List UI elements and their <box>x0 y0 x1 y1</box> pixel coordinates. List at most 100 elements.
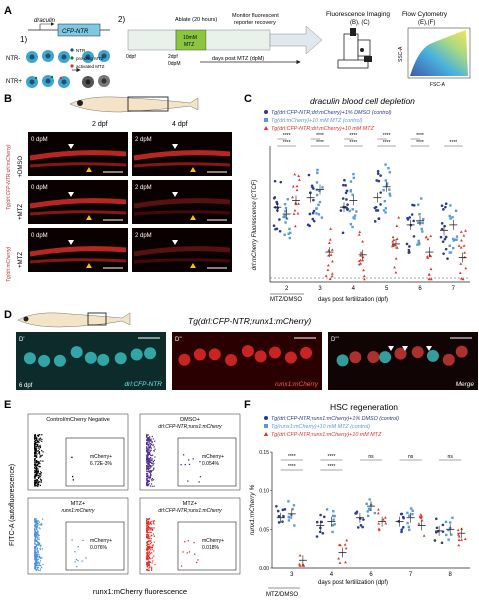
data-point <box>359 254 363 257</box>
data-point <box>275 227 279 231</box>
data-point <box>462 244 466 247</box>
event-dot <box>37 447 39 449</box>
event-dot <box>39 478 42 480</box>
event-dot <box>35 553 37 555</box>
data-point <box>444 247 448 251</box>
cell-signal <box>367 351 380 364</box>
event-dot <box>148 464 150 466</box>
event-dot <box>37 450 39 452</box>
data-point <box>397 216 401 219</box>
cell-signal <box>336 354 349 367</box>
event-dot <box>35 540 38 543</box>
event-dot <box>34 446 36 448</box>
white-arrowhead <box>68 240 74 245</box>
event-dot <box>197 559 199 561</box>
data-point <box>446 257 449 260</box>
event-dot <box>34 538 36 540</box>
event-dot <box>37 468 39 470</box>
event-dot <box>37 463 39 465</box>
event-dot <box>35 481 38 483</box>
event-dot <box>146 439 148 441</box>
event-dot <box>34 448 36 450</box>
event-dot <box>36 464 39 467</box>
event-dot <box>36 473 38 476</box>
event-dot <box>146 450 148 452</box>
event-dot <box>35 455 38 457</box>
event-dot <box>147 477 149 479</box>
event-dot <box>38 556 40 559</box>
event-dot <box>37 445 39 447</box>
data-point <box>379 191 383 194</box>
data-point <box>440 204 444 208</box>
event-dot <box>152 520 154 522</box>
event-dot <box>152 544 154 546</box>
event-dot <box>38 534 40 536</box>
event-dot <box>188 463 191 466</box>
event-dot <box>146 442 148 444</box>
event-dot <box>36 470 39 472</box>
event-dot <box>35 535 38 537</box>
event-dot <box>39 569 41 572</box>
data-point <box>368 498 371 501</box>
data-point <box>318 189 321 192</box>
x-tick-label: 7 <box>409 572 413 578</box>
event-dot <box>41 548 43 550</box>
event-dot <box>149 438 151 441</box>
event-dot <box>193 541 195 544</box>
event-dot <box>34 437 36 440</box>
data-point <box>408 528 411 532</box>
legend-marker <box>264 424 268 428</box>
event-dot <box>147 475 149 477</box>
event-dot <box>151 454 154 456</box>
vessel-signal <box>29 258 127 264</box>
flow-plot-frame <box>27 413 129 491</box>
data-point <box>388 188 391 191</box>
data-point <box>359 523 363 527</box>
data-point <box>388 192 391 195</box>
data-point <box>318 200 322 204</box>
event-dot <box>37 476 39 479</box>
channel-caption: drl:CFP-NTR <box>124 381 162 388</box>
event-dot <box>148 563 150 566</box>
event-dot <box>180 463 182 466</box>
event-dot <box>36 557 38 559</box>
data-point <box>326 268 330 271</box>
event-dot <box>35 520 37 522</box>
event-dot <box>150 439 152 441</box>
event-dot <box>34 435 36 437</box>
data-point <box>379 203 382 206</box>
event-dot <box>39 568 41 570</box>
event-dot <box>35 559 38 561</box>
event-dot <box>34 521 37 523</box>
event-dot <box>34 553 36 556</box>
event-dot <box>147 546 149 548</box>
event-dot <box>152 545 154 547</box>
event-dot <box>150 470 153 472</box>
event-dot <box>35 438 38 440</box>
event-dot <box>148 562 150 564</box>
event-dot <box>147 536 149 538</box>
event-dot <box>147 470 150 472</box>
data-point <box>283 508 287 511</box>
event-dot <box>36 522 38 524</box>
cell-signal <box>97 353 110 366</box>
data-point <box>395 224 399 227</box>
data-point <box>281 520 284 523</box>
event-dot <box>35 547 37 549</box>
flow-plot-genotype: drl:CFP-NTR;runx1:mCherry <box>158 424 222 430</box>
big-flow-arrow <box>269 25 323 55</box>
event-dot <box>34 540 36 542</box>
event-dot <box>198 481 200 483</box>
event-dot <box>34 449 36 451</box>
x-tick-label: 5 <box>385 286 389 292</box>
event-dot <box>34 447 36 449</box>
event-dot <box>147 437 149 439</box>
event-dot <box>148 461 150 463</box>
significance-label: **** <box>349 140 357 146</box>
event-dot <box>147 553 149 555</box>
event-dot <box>153 555 155 557</box>
data-point <box>349 189 353 192</box>
cell-signal <box>84 351 97 364</box>
data-point <box>442 252 445 255</box>
